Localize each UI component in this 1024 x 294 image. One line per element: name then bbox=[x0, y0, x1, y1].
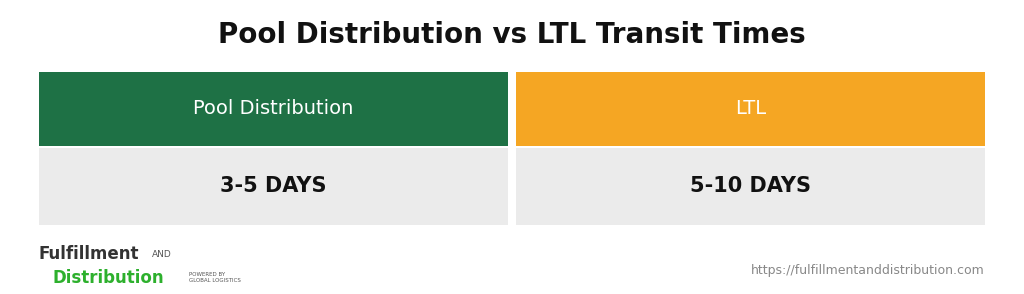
Bar bbox=[39, 148, 508, 225]
Text: AND: AND bbox=[152, 250, 171, 259]
Text: 5-10 DAYS: 5-10 DAYS bbox=[690, 176, 811, 196]
Text: Pool Distribution: Pool Distribution bbox=[194, 99, 353, 118]
Bar bbox=[516, 148, 985, 225]
Text: LTL: LTL bbox=[735, 99, 766, 118]
Text: POWERED BY
GLOBAL LOGISTICS: POWERED BY GLOBAL LOGISTICS bbox=[189, 273, 242, 283]
Text: Pool Distribution vs LTL Transit Times: Pool Distribution vs LTL Transit Times bbox=[218, 21, 806, 49]
Text: Fulfillment: Fulfillment bbox=[39, 245, 139, 263]
Bar bbox=[516, 72, 985, 146]
Bar bbox=[39, 72, 508, 146]
Text: Distribution: Distribution bbox=[52, 269, 164, 287]
Text: https://fulfillmentanddistribution.com: https://fulfillmentanddistribution.com bbox=[752, 264, 985, 277]
Text: 3-5 DAYS: 3-5 DAYS bbox=[220, 176, 327, 196]
